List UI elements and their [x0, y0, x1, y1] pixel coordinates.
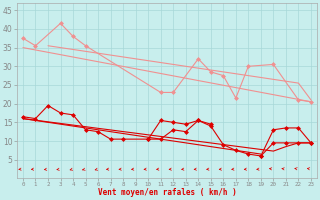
X-axis label: Vent moyen/en rafales ( km/h ): Vent moyen/en rafales ( km/h ) — [98, 188, 236, 197]
